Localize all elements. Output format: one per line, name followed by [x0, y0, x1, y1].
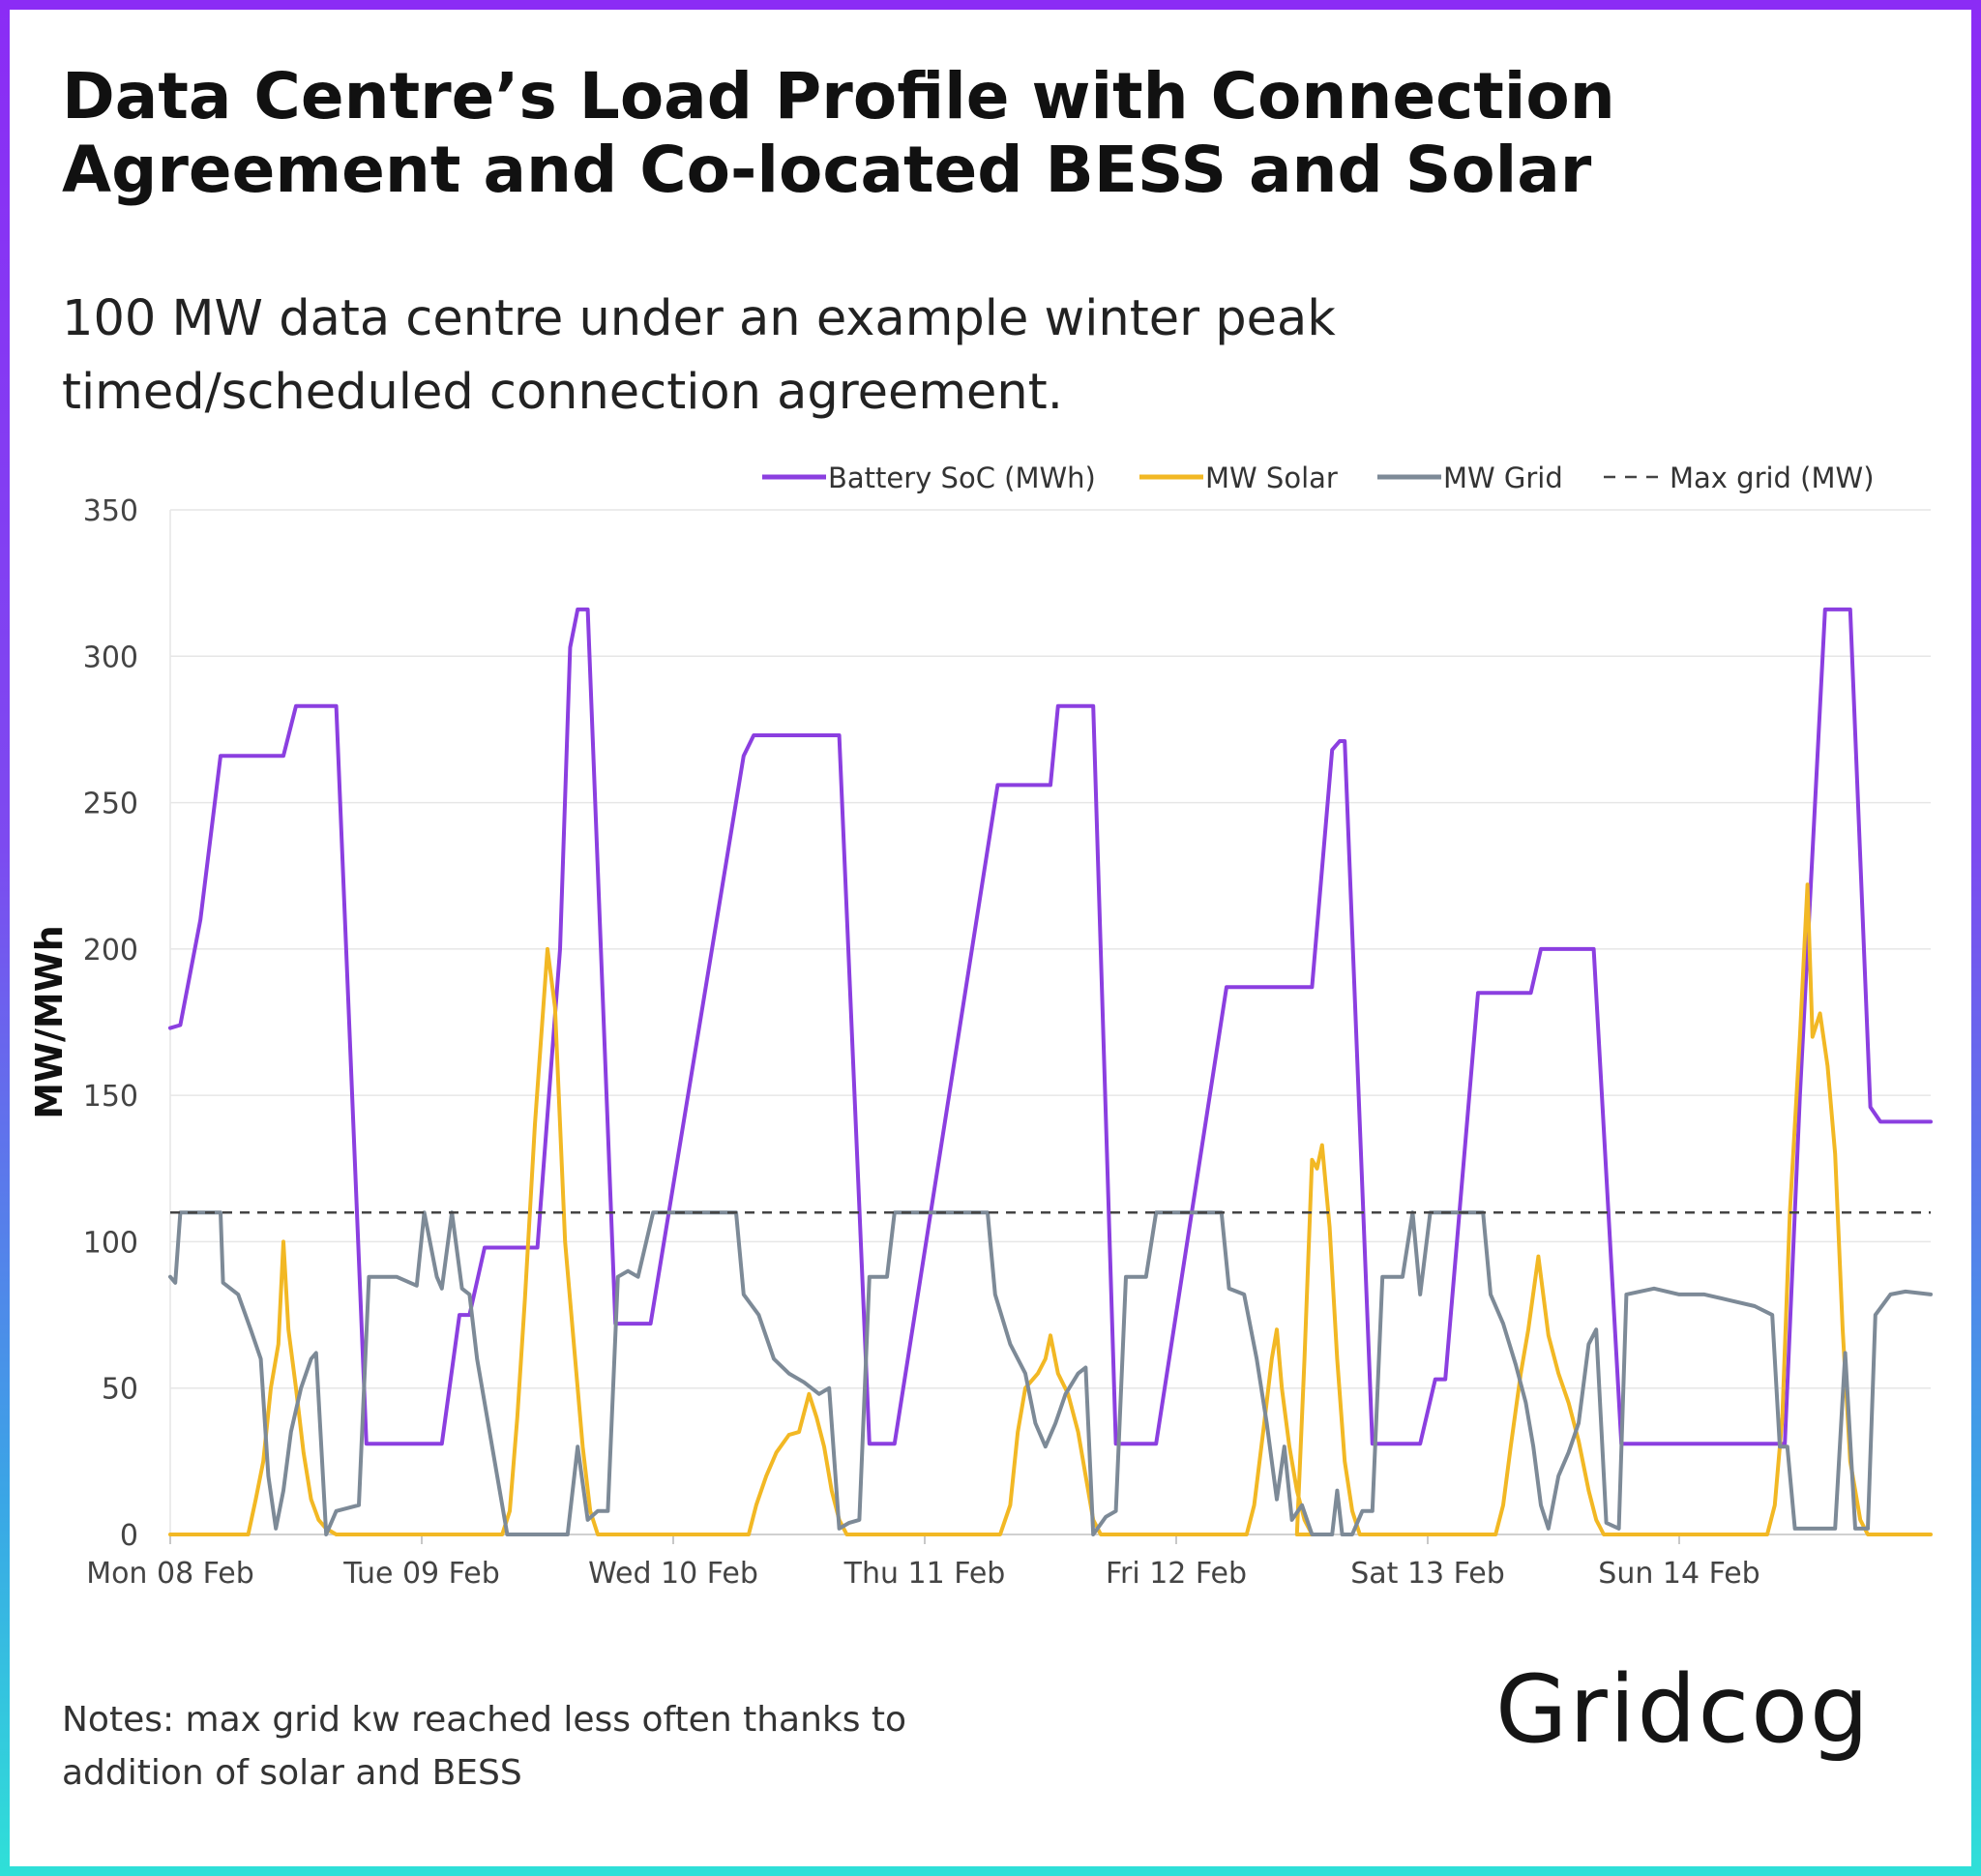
x-tick-label: Sun 14 Feb [1598, 1557, 1759, 1591]
chart-card: Data Centre’s Load Profile with Connecti… [10, 10, 1971, 1866]
y-tick-label: 350 [83, 494, 138, 528]
x-tick-label: Fri 12 Feb [1106, 1557, 1247, 1591]
y-tick-label: 200 [83, 934, 138, 968]
series-lines [168, 607, 1933, 1536]
chart-notes: Notes: max grid kw reached less often th… [62, 1700, 907, 1793]
y-axis-label: MW/MWh [28, 925, 71, 1118]
x-tick-label: Sat 13 Feb [1350, 1557, 1505, 1591]
x-tick-label: Tue 09 Feb [342, 1557, 500, 1591]
y-tick-label: 50 [102, 1373, 138, 1407]
series-line-mw-grid [168, 1210, 1933, 1536]
x-tick-label: Mon 08 Feb [86, 1557, 254, 1591]
y-tick-label: 150 [83, 1080, 138, 1114]
y-tick-label: 250 [83, 788, 138, 821]
y-tick-label: 100 [83, 1226, 138, 1260]
chart-subtitle: 100 MW data centre under an example wint… [62, 290, 1336, 421]
legend: Battery SoC (MWh) MW Solar MW Grid Max grid… [762, 462, 1875, 494]
legend-label-battery-soc-mwh: Battery SoC (MWh) [828, 462, 1096, 494]
x-tick-label: Wed 10 Feb [588, 1557, 758, 1591]
x-tick-label: Thu 11 Feb [843, 1557, 1006, 1591]
legend-label-max-grid-mw: Max grid (MW) [1670, 462, 1875, 494]
chart-title: Data Centre’s Load Profile with Connecti… [62, 59, 1615, 207]
legend-label-mw-solar: MW Solar [1205, 462, 1338, 494]
y-tick-label: 0 [120, 1519, 138, 1553]
series-line-battery-soc-mwh [168, 607, 1933, 1446]
axes: 0 50 100 150 200 250 300 350 Mon 08 Feb Tue 09 Fe… [28, 494, 1931, 1591]
y-tick-label: 300 [83, 640, 138, 674]
gridcog-logo: Gridcog [1495, 1655, 1871, 1764]
legend-label-mw-grid: MW Grid [1443, 462, 1563, 494]
gridlines [169, 509, 1931, 1534]
